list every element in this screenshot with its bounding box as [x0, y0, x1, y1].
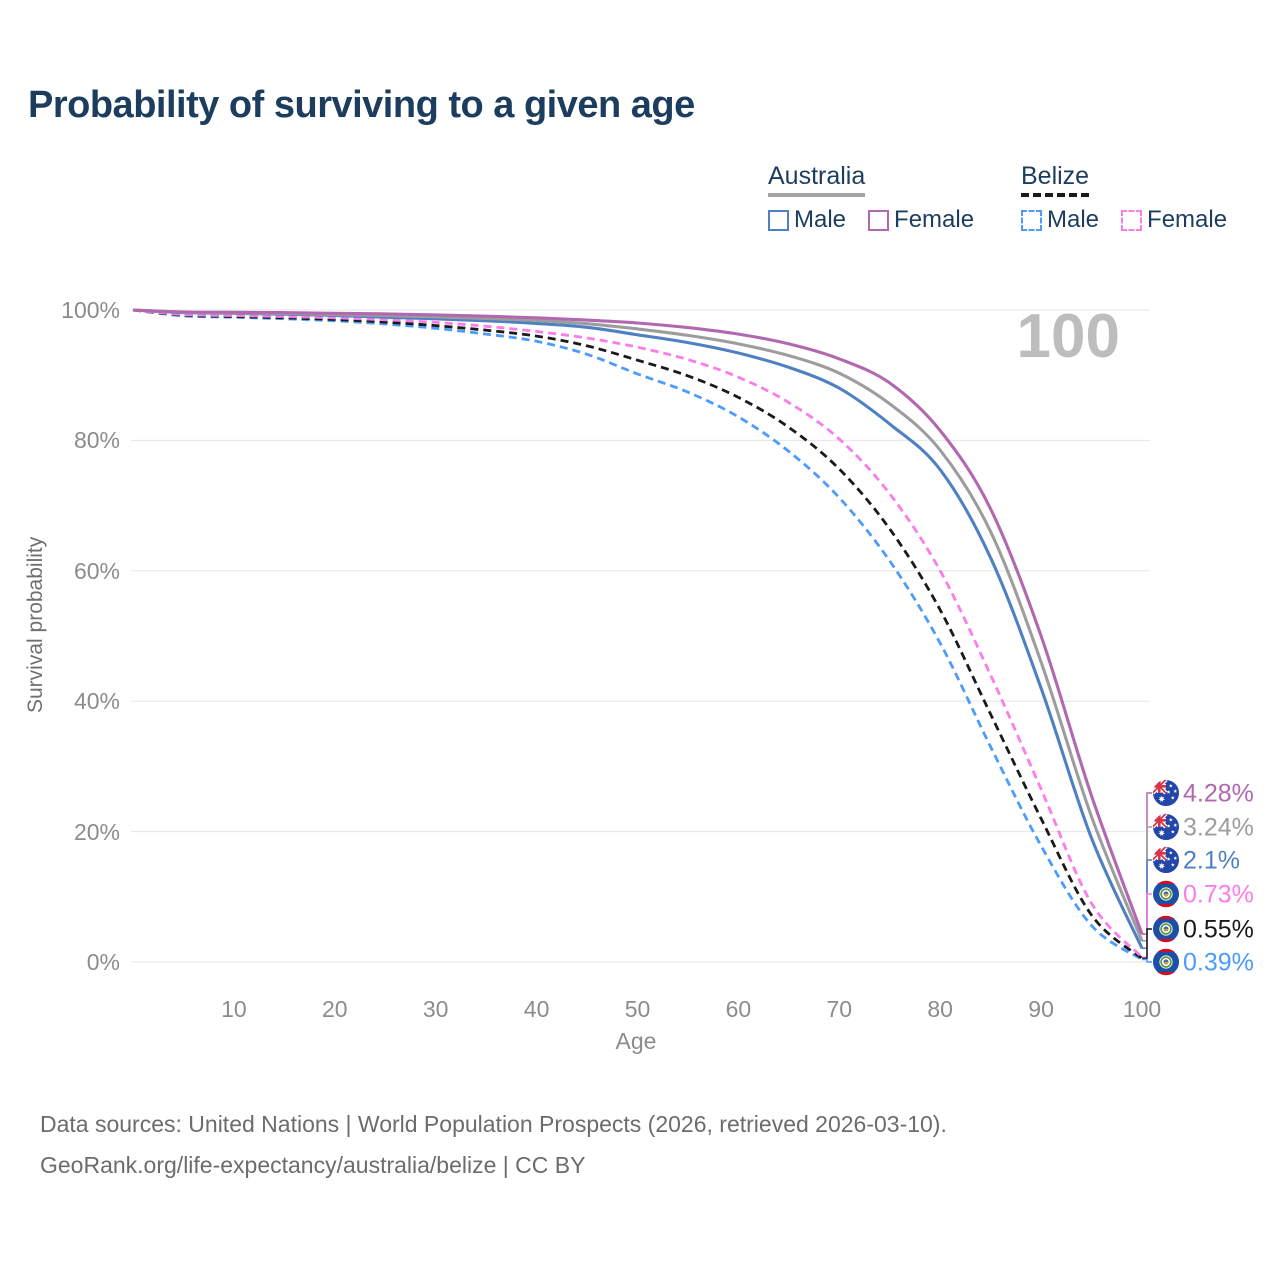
legend-country-belize[interactable]: Belize: [1021, 162, 1090, 197]
legend-swatch-belize-male: [1021, 209, 1042, 231]
legend-label-belize-female: Female: [1147, 206, 1228, 233]
x-tick-90: 90: [1028, 996, 1054, 1022]
legend-swatch-australia-male: [768, 209, 789, 231]
x-tick-50: 50: [624, 996, 651, 1022]
legend-group-belize: Belize Male Female: [1021, 162, 1227, 234]
belize-flag-icon: [1152, 880, 1180, 907]
curve-belize-female[interactable]: [132, 308, 1144, 959]
end-label-connectors: [1142, 792, 1152, 963]
connector-belize-total: [1142, 928, 1152, 960]
legend-item-australia-male[interactable]: Male: [768, 206, 846, 234]
x-tick-40: 40: [523, 996, 550, 1022]
legend-swatch-belize-female: [1121, 209, 1143, 231]
end-label-australia-female: 4.28%: [1183, 780, 1254, 808]
australia-flag-icon: [1153, 847, 1180, 874]
y-tick-60: 60%: [73, 557, 120, 584]
end-label-flags: [1152, 780, 1180, 976]
end-label-belize-total: 0.55%: [1183, 916, 1254, 944]
x-tick-60: 60: [725, 996, 752, 1022]
y-tick-40: 40%: [73, 688, 120, 715]
legend-item-belize-female[interactable]: Female: [1121, 206, 1227, 234]
legend-item-belize-male[interactable]: Male: [1021, 206, 1099, 234]
x-tick-30: 30: [422, 996, 449, 1022]
connector-belize-female: [1142, 893, 1152, 958]
page-title: Probability of surviving to a given age: [28, 84, 695, 126]
legend-swatch-australia-female: [868, 209, 890, 231]
end-label-values: 4.28% 3.24% 2.1% 0.73% 0.55% 0.39%: [1183, 780, 1254, 977]
curve-belize-total[interactable]: [132, 308, 1143, 960]
x-tick-10: 10: [221, 996, 247, 1022]
australia-flag-icon: [1153, 780, 1180, 807]
x-tick-70: 70: [826, 996, 853, 1022]
legend-label-australia-female: Female: [894, 206, 975, 233]
curve-australia-male[interactable]: [132, 308, 1144, 949]
y-axis-title: Survival probability: [24, 536, 47, 714]
belize-flag-icon: [1152, 915, 1180, 942]
footer-url[interactable]: GeoRank.org/life-expectancy/australia/be…: [40, 1151, 586, 1178]
curve-australia-total[interactable]: [132, 308, 1144, 942]
age-counter-watermark: 100: [1017, 302, 1120, 371]
x-tick-100: 100: [1122, 996, 1162, 1022]
curve-australia-female[interactable]: [132, 308, 1144, 935]
end-label-australia-male: 2.1%: [1183, 847, 1240, 875]
chart-footer: Data sources: United Nations | World Pop…: [40, 1104, 947, 1186]
gridlines: [131, 309, 1150, 963]
x-tick-20: 20: [322, 996, 348, 1022]
legend-item-australia-female[interactable]: Female: [868, 206, 974, 234]
end-label-belize-male: 0.39%: [1183, 949, 1254, 977]
x-tick-80: 80: [927, 996, 953, 1022]
legend-label-belize-male: Male: [1047, 206, 1100, 233]
legend-items-belize: Male Female: [1021, 206, 1227, 234]
legend-label-australia-male: Male: [794, 206, 847, 233]
end-label-belize-female: 0.73%: [1183, 881, 1254, 909]
legend-country-australia[interactable]: Australia: [768, 162, 866, 197]
legend-items-australia: Male Female: [768, 206, 974, 234]
footer-data-sources: Data sources: United Nations | World Pop…: [40, 1111, 947, 1137]
y-tick-0: 0%: [86, 949, 120, 975]
y-tick-20: 20%: [73, 818, 120, 845]
x-axis-title: Age: [615, 1028, 657, 1054]
end-label-australia-total: 3.24%: [1183, 814, 1254, 842]
connector-belize-male: [1142, 958, 1152, 963]
legend-group-australia: Australia Male Female: [768, 162, 974, 234]
y-tick-100: 100%: [61, 297, 120, 323]
belize-flag-icon: [1152, 948, 1180, 975]
y-tick-80: 80%: [73, 427, 120, 454]
survival-curves: [132, 308, 1144, 961]
australia-flag-icon: [1153, 814, 1180, 841]
curve-belize-male[interactable]: [132, 308, 1143, 961]
